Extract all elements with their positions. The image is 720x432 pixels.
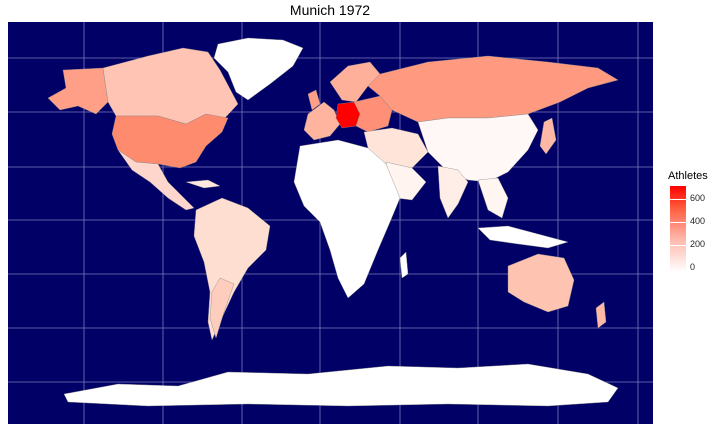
legend-tick-0: 0 bbox=[690, 262, 696, 272]
china bbox=[417, 113, 539, 183]
new-zealand bbox=[595, 301, 607, 329]
western-europe bbox=[303, 101, 341, 141]
madagascar bbox=[399, 251, 409, 279]
argentina bbox=[209, 277, 235, 339]
world-map-svg bbox=[8, 22, 653, 424]
legend: Athletes 600 400 200 0 bbox=[664, 170, 720, 272]
legend-tick-200: 200 bbox=[690, 239, 706, 249]
alaska bbox=[47, 67, 109, 115]
greenland bbox=[213, 37, 304, 101]
legend-title: Athletes bbox=[668, 170, 708, 182]
indonesia bbox=[477, 225, 569, 249]
united-kingdom bbox=[307, 89, 321, 111]
map-title: Munich 1972 bbox=[289, 2, 371, 18]
australia bbox=[507, 253, 575, 313]
legend-tickmark bbox=[670, 199, 686, 200]
legend-tick-600: 600 bbox=[690, 193, 706, 203]
caribbean bbox=[185, 179, 221, 189]
india bbox=[437, 165, 469, 219]
world-map bbox=[8, 22, 653, 424]
south-america bbox=[193, 197, 271, 341]
soviet-union bbox=[367, 55, 619, 123]
legend-tick-400: 400 bbox=[690, 216, 706, 226]
southeast-asia bbox=[477, 177, 509, 219]
antarctica bbox=[63, 363, 619, 407]
africa bbox=[293, 139, 401, 299]
legend-tickmark bbox=[670, 245, 686, 246]
japan bbox=[539, 117, 557, 155]
mexico bbox=[117, 149, 195, 211]
legend-color-bar bbox=[670, 186, 686, 272]
legend-tickmark bbox=[670, 222, 686, 223]
